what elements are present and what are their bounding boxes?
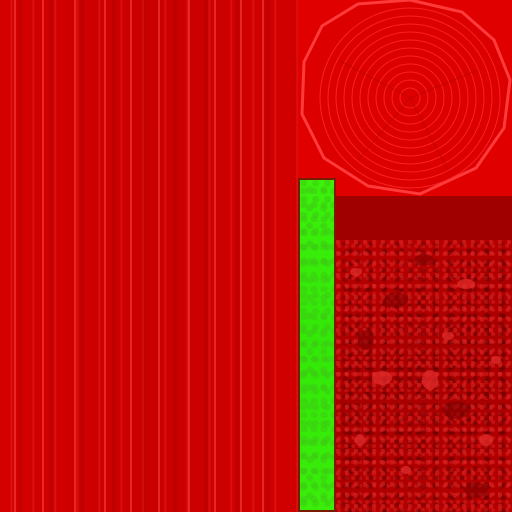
grain-streak <box>214 0 216 512</box>
grain-streak <box>42 0 44 512</box>
grain-streak <box>14 0 16 512</box>
ring-outer-edge <box>300 0 512 196</box>
grain-streak <box>188 0 190 512</box>
ring-lines <box>319 7 501 189</box>
ring-cracks <box>337 59 479 171</box>
grain-streak <box>262 0 264 512</box>
dark-strip <box>336 196 512 240</box>
grain-streak <box>158 0 160 512</box>
green-strip <box>298 178 336 512</box>
bark-grain-panel <box>0 0 298 512</box>
stone-detail <box>350 254 501 498</box>
tree-ring-cross-section <box>300 0 512 196</box>
grain-streak <box>130 0 132 512</box>
rough-stone-panel <box>336 240 512 512</box>
grain-streak <box>104 0 106 512</box>
grain-streak <box>240 0 242 512</box>
grain-streak <box>74 0 76 512</box>
